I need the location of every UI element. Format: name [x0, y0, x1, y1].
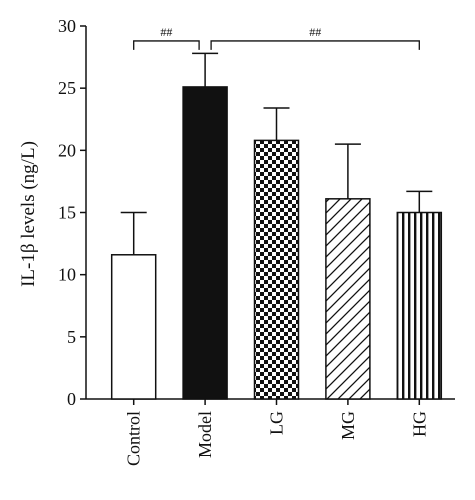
significance-bracket [210, 40, 420, 50]
bar-lg [253, 139, 300, 400]
y-tick-label: 30 [58, 16, 76, 36]
bar-mg [325, 198, 371, 400]
y-tick-label: 20 [58, 140, 76, 160]
significance-label: ## [309, 25, 321, 39]
y-tick-label: 15 [58, 203, 76, 223]
bar-control [110, 254, 157, 400]
x-tick-label: Control [124, 411, 144, 466]
significance-bracket [133, 40, 200, 50]
y-tick-label: 10 [58, 265, 76, 285]
bar-hg [396, 211, 443, 400]
y-axis-title: IL-1β levels (ng/L) [18, 141, 39, 287]
bar-model [182, 86, 228, 400]
x-tick-label: LG [267, 411, 287, 435]
y-tick-label: 25 [58, 78, 76, 98]
bars-group: Control Model LG MG HG [110, 52, 443, 466]
significance-annotations: ## ## [133, 25, 420, 50]
x-tick-label: Model [195, 411, 215, 458]
y-tick-label: 5 [67, 327, 76, 347]
x-tick-label: HG [409, 411, 429, 437]
x-tick-label: MG [338, 411, 358, 440]
y-tick-label: 0 [67, 389, 76, 409]
significance-label: ## [160, 25, 172, 39]
